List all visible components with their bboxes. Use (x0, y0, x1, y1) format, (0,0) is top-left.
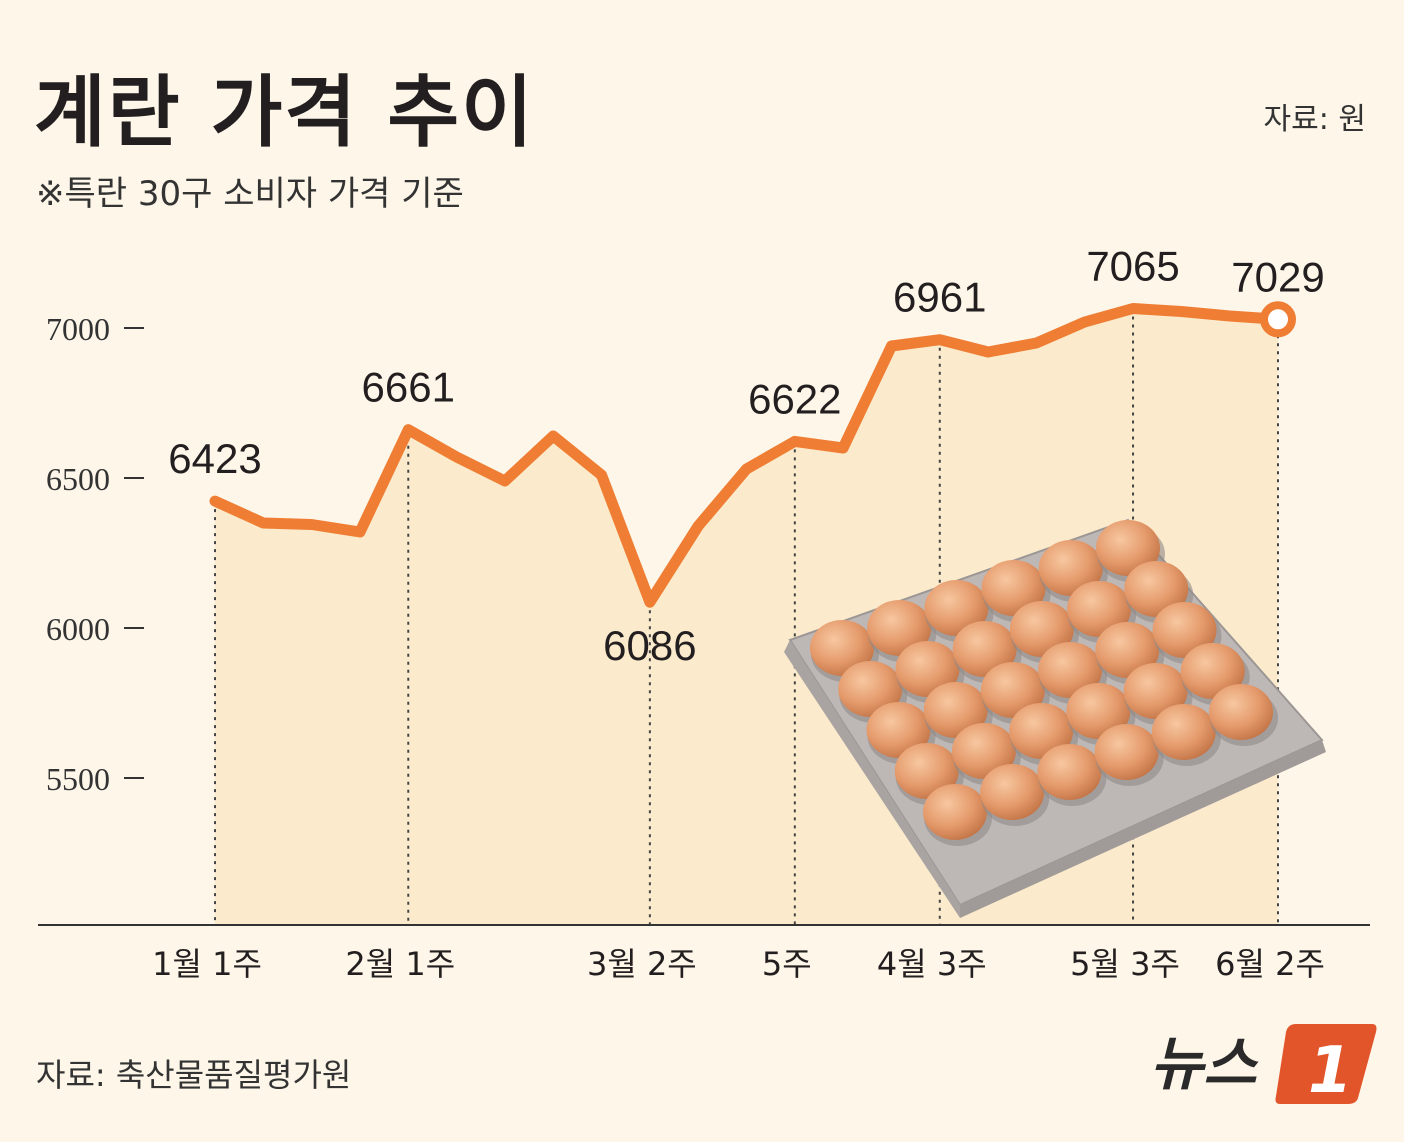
x-tick-label: 1월 1주 (152, 945, 262, 983)
egg (1067, 581, 1132, 637)
egg (1009, 601, 1074, 657)
egg (1209, 684, 1273, 740)
last-point-marker (1260, 301, 1296, 338)
y-tick-label: 6000 (46, 611, 110, 647)
egg (1096, 520, 1160, 576)
egg (980, 662, 1045, 718)
data-label: 7065 (1086, 243, 1179, 290)
egg (1152, 602, 1217, 658)
egg (1009, 703, 1074, 759)
page-title: 계란 가격 추이 (34, 68, 535, 158)
y-axis: 7000 6500 6000 5500 (46, 311, 144, 797)
egg (867, 600, 932, 656)
price-line (209, 303, 1284, 608)
data-label: 6661 (362, 364, 455, 411)
x-tick-label: 5월 3주 (1070, 945, 1180, 983)
x-tick-label: 5주 (762, 945, 812, 983)
data-label: 6086 (603, 622, 696, 669)
brand-text: 뉴스 (1150, 1030, 1259, 1098)
x-tick-label: 4월 3주 (877, 945, 987, 983)
egg (895, 641, 960, 697)
source-note: 자료: 축산물품질평가원 (36, 1056, 352, 1094)
egg (1038, 642, 1103, 698)
x-tick-label: 6월 2주 (1215, 945, 1325, 983)
egg (952, 621, 1017, 677)
egg (1095, 622, 1160, 678)
x-axis-labels: 1월 1주 2월 1주 3월 2주 5주 4월 3주 5월 3주 6월 2주 (152, 945, 1325, 983)
egg (1124, 561, 1189, 617)
egg (951, 723, 1016, 779)
egg (1151, 704, 1216, 760)
brand-mark-text: 1 (1308, 1034, 1353, 1108)
brand-mark-shape (1275, 1024, 1377, 1104)
unit-label: 자료: 원 (1263, 102, 1366, 137)
egg (980, 764, 1045, 820)
egg (981, 560, 1046, 616)
x-tick-label: 3월 2주 (587, 945, 697, 983)
chart-subtitle: ※특란 30구 소비자 가격 기준 (36, 174, 464, 214)
y-tick-label: 7000 (46, 311, 110, 347)
data-label: 6961 (893, 274, 986, 321)
egg (924, 580, 989, 636)
x-tick-label: 2월 1주 (345, 945, 455, 983)
egg-tray-icon (784, 518, 1326, 918)
egg (1123, 663, 1188, 719)
data-label: 6622 (748, 375, 841, 422)
egg (810, 620, 874, 676)
egg (1038, 540, 1103, 596)
egg (1037, 744, 1102, 800)
egg (1180, 643, 1245, 699)
egg (1066, 683, 1131, 739)
y-tick-label: 6500 (46, 461, 110, 497)
data-label: 7029 (1231, 253, 1324, 300)
y-tick-label: 5500 (46, 761, 110, 797)
data-labels: 6423 6661 6086 6622 6961 7065 7029 (168, 243, 1324, 670)
egg (866, 702, 931, 758)
egg (923, 784, 987, 840)
egg (923, 682, 988, 738)
egg (1094, 724, 1159, 780)
news1-logo: 뉴스 1 (1150, 1024, 1377, 1108)
egg (838, 661, 903, 717)
egg (894, 743, 959, 799)
data-label: 6423 (168, 435, 261, 482)
